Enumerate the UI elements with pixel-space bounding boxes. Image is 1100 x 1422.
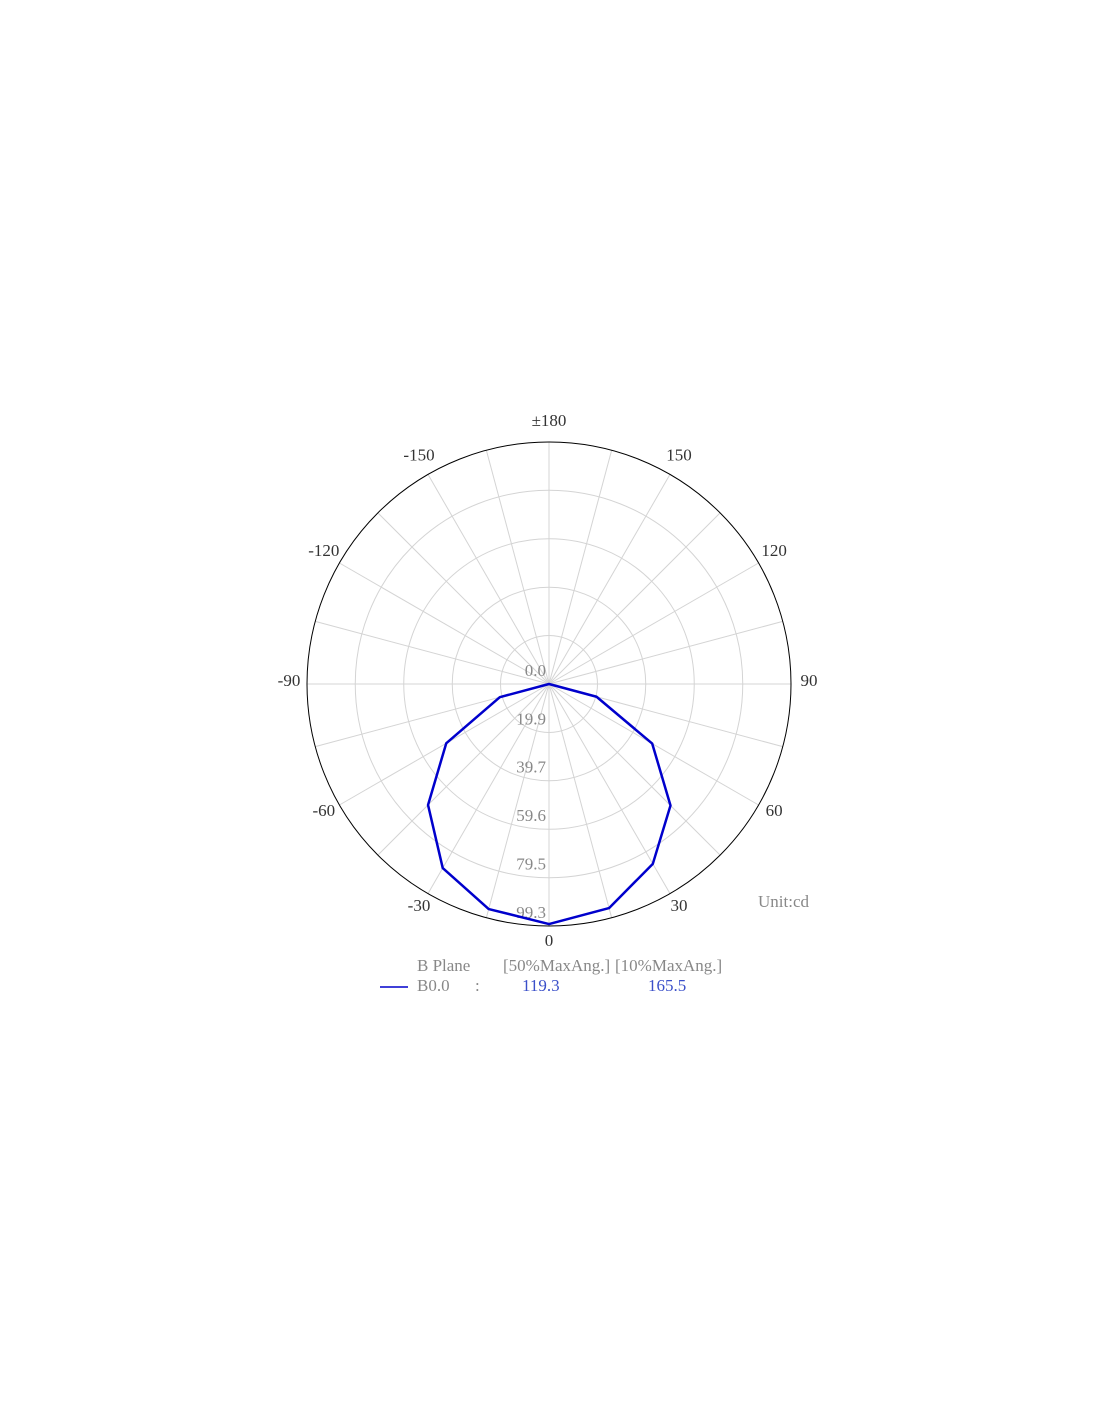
grid-spoke — [548, 683, 613, 918]
grid-spoke — [485, 683, 550, 918]
theta-tick-label: 90 — [801, 671, 818, 690]
theta-tick-label: 30 — [671, 896, 688, 915]
grid-spoke — [377, 683, 550, 856]
unit-annotation: Unit:cd — [758, 892, 809, 911]
grid-spoke — [427, 683, 550, 894]
theta-tick-label: -150 — [403, 446, 434, 465]
legend-header: [10%MaxAng.] — [615, 956, 722, 975]
r-tick-label: 79.5 — [516, 855, 546, 874]
grid-ring — [403, 538, 695, 830]
legend-value: 119.3 — [522, 976, 560, 995]
theta-tick-label: 0 — [545, 931, 554, 950]
intensity-curve — [426, 682, 672, 926]
theta-tick-label: -120 — [308, 541, 339, 560]
outer-circle — [306, 441, 792, 927]
theta-tick-label: ±180 — [532, 411, 567, 430]
r-tick-label: 39.7 — [516, 758, 546, 777]
grid-spoke — [339, 562, 550, 685]
r-tick-label: 19.9 — [516, 709, 546, 728]
grid-spoke — [339, 683, 550, 806]
r-tick-label: 59.6 — [516, 806, 546, 825]
grid-ring — [451, 586, 647, 782]
grid-spoke — [548, 512, 721, 685]
grid-spoke — [548, 562, 759, 685]
grid-spoke — [548, 620, 783, 685]
grid-spoke — [377, 512, 550, 685]
theta-tick-label: 120 — [761, 541, 787, 560]
theta-tick-label: -30 — [408, 896, 431, 915]
legend-entry: B0.0 — [417, 976, 450, 995]
grid-spoke — [315, 620, 550, 685]
grid-spoke — [548, 683, 671, 894]
legend-header: B Plane — [417, 956, 470, 975]
grid-spoke — [548, 683, 721, 856]
theta-tick-label: 150 — [666, 446, 692, 465]
legend-separator: : — [475, 976, 480, 995]
grid-ring — [500, 635, 598, 733]
r-tick-label: 0.0 — [525, 661, 546, 680]
theta-tick-label: -90 — [278, 671, 301, 690]
legend-header: [50%MaxAng.] — [503, 956, 610, 975]
grid-spoke — [548, 683, 759, 806]
theta-tick-label: 60 — [766, 801, 783, 820]
grid-spoke — [548, 474, 671, 685]
legend-value: 165.5 — [648, 976, 686, 995]
grid-spoke — [485, 450, 550, 685]
grid-spoke — [548, 450, 613, 685]
grid-ring — [354, 489, 744, 879]
theta-tick-label: -60 — [312, 801, 335, 820]
grid-spoke — [427, 474, 550, 685]
